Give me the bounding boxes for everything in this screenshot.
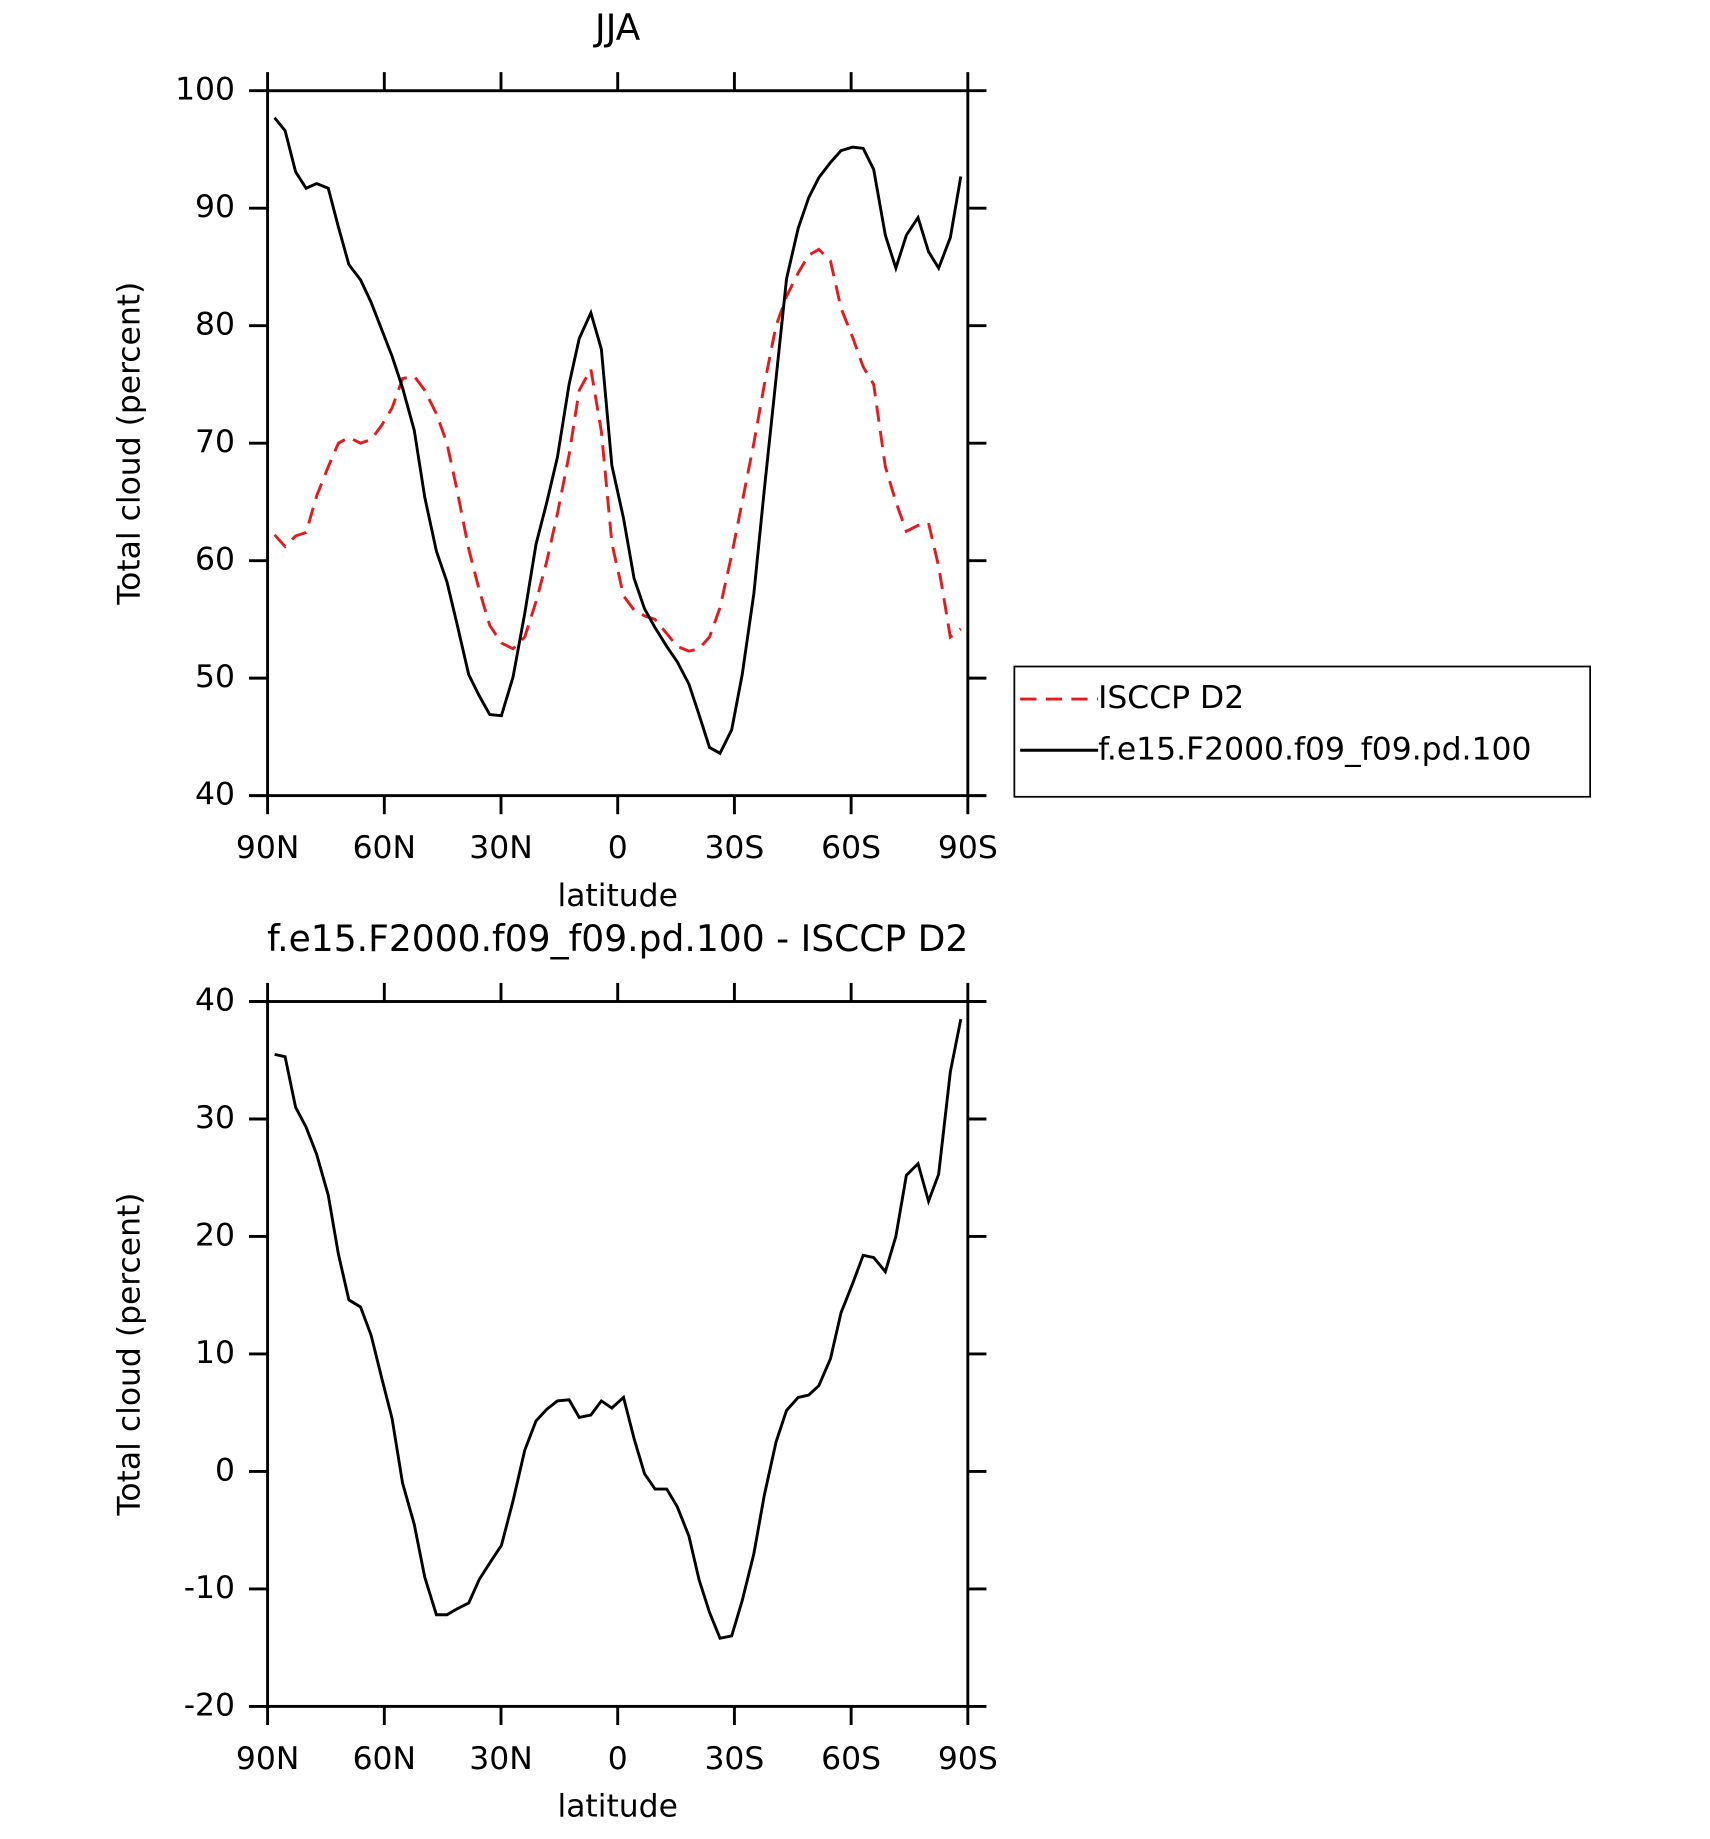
x-axis-label: latitude — [557, 1789, 677, 1825]
y-tick-label: 60 — [195, 542, 235, 578]
y-tick-label: 90 — [195, 189, 235, 225]
legend-box — [1013, 665, 1592, 798]
x-tick-label: 90N — [236, 830, 299, 866]
x-tick-label: 0 — [608, 830, 628, 866]
y-tick-label: 100 — [175, 72, 235, 108]
y-tick-label: 80 — [195, 307, 235, 343]
x-tick-label: 30S — [704, 1741, 764, 1777]
y-tick-label: -10 — [184, 1570, 235, 1606]
y-tick-label: 0 — [215, 1452, 235, 1488]
data-line — [273, 116, 963, 756]
x-tick-label: 60N — [353, 830, 416, 866]
legend-label: f.e15.F2000.f09_f09.pd.100 — [1098, 731, 1531, 767]
legend-label: ISCCP D2 — [1098, 680, 1244, 716]
chart-title: JJA — [593, 7, 641, 49]
y-axis-label: Total cloud (percent) — [111, 282, 147, 606]
x-axis-label: latitude — [557, 878, 677, 914]
plot-frame — [266, 89, 970, 798]
y-tick-label: 10 — [195, 1335, 235, 1371]
y-tick-label: 30 — [195, 1100, 235, 1136]
data-line — [273, 247, 962, 653]
x-tick-label: 30N — [469, 830, 532, 866]
plot-frame — [266, 1000, 970, 1708]
x-tick-label: 60S — [821, 830, 881, 866]
data-line — [274, 1018, 963, 1640]
y-tick-label: 70 — [195, 424, 235, 460]
y-tick-label: -20 — [184, 1687, 235, 1723]
x-tick-label: 30N — [469, 1741, 532, 1777]
x-tick-label: 90N — [236, 1741, 299, 1777]
y-axis-label: Total cloud (percent) — [111, 1192, 147, 1516]
x-tick-label: 30S — [704, 830, 764, 866]
chart-title: f.e15.F2000.f09_f09.pd.100 - ISCCP D2 — [267, 918, 968, 960]
x-tick-label: 60S — [821, 1741, 881, 1777]
x-tick-label: 0 — [608, 1741, 628, 1777]
x-tick-label: 60N — [353, 1741, 416, 1777]
y-tick-label: 40 — [195, 777, 235, 813]
x-tick-label: 90S — [938, 1741, 998, 1777]
y-tick-label: 50 — [195, 659, 235, 695]
x-tick-label: 90S — [938, 830, 998, 866]
y-tick-label: 20 — [195, 1217, 235, 1253]
y-tick-label: 40 — [195, 983, 235, 1019]
